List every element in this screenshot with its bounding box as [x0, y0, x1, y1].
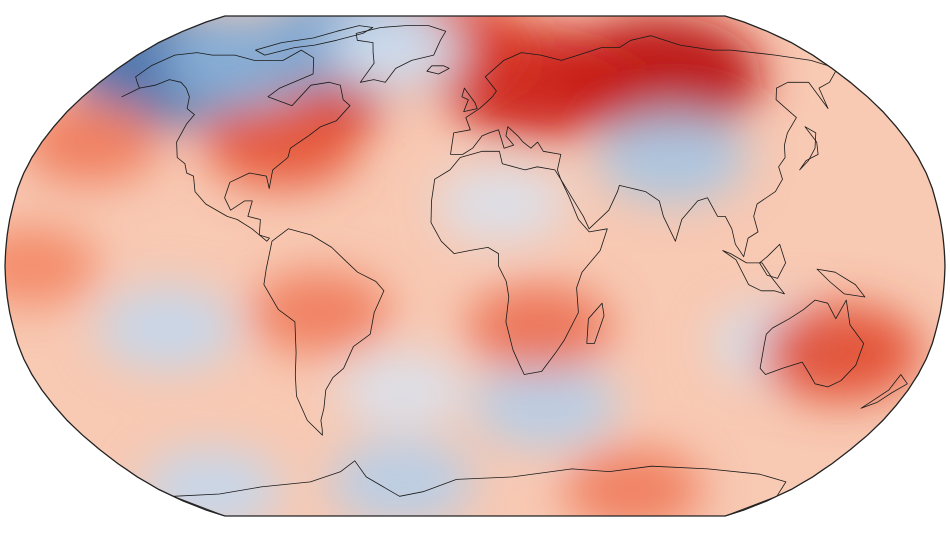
- anomaly-region-south-america: [249, 270, 390, 355]
- land-outline-borneo: [759, 243, 786, 279]
- anomaly-region-north-pacific: [20, 100, 160, 185]
- anomaly-region-australia-east: [759, 304, 922, 402]
- land-outline-eurasia: [450, 35, 837, 258]
- anomaly-blobs: [5, 16, 922, 516]
- land-outline-greenland: [355, 25, 447, 83]
- anomaly-region-usa-east: [204, 95, 361, 189]
- land-outline-north-america: [121, 49, 351, 242]
- land-outline-antarctica: [172, 460, 787, 516]
- globe-outline: [4, 15, 946, 517]
- land-outline-south-america: [263, 228, 385, 436]
- anomaly-region-tropical-pacific: [5, 225, 99, 307]
- anomaly-region-south-atlantic: [338, 351, 468, 429]
- land-outline-japan: [799, 126, 819, 171]
- land-outline-new-zealand: [860, 374, 908, 409]
- anomaly-region-sahara: [436, 165, 566, 243]
- anomaly-region-greenland-center: [330, 16, 466, 91]
- land-outline-africa: [430, 150, 608, 375]
- land-masses: [121, 25, 908, 516]
- land-outline-new-guinea: [816, 268, 866, 298]
- land-outline-indonesia: [722, 250, 785, 295]
- anomaly-region-weddell-sea: [329, 438, 475, 516]
- land-outline-australia: [759, 299, 865, 388]
- land-outline-madagascar: [586, 302, 605, 344]
- land-outline-uk: [461, 87, 478, 112]
- land-outline-iceland: [426, 65, 450, 75]
- anomaly-region-east-pacific: [97, 286, 238, 370]
- anomaly-region-southern-ocean-south-africa: [472, 361, 618, 449]
- anomaly-region-central-asia: [596, 112, 748, 203]
- anomaly-region-ross-sea: [141, 447, 282, 516]
- land-outline-canadian-islands: [255, 25, 374, 56]
- anomaly-region-southern-africa: [466, 284, 612, 372]
- anomaly-region-east-antarctica: [563, 447, 704, 516]
